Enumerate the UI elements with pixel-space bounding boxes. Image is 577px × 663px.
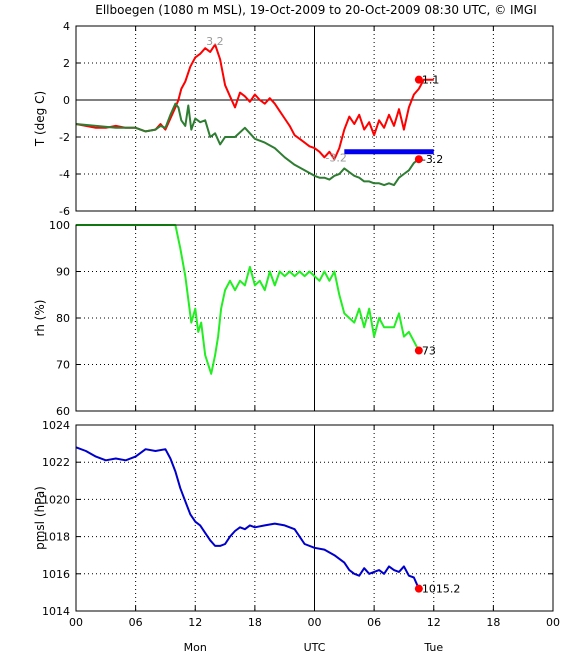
last-value-marker (414, 584, 423, 593)
x-tick-label: 12 (188, 616, 202, 629)
y-tick-label: -4 (59, 168, 70, 181)
extreme-label: -3.2 (325, 151, 346, 164)
y-tick-label: 1016 (42, 568, 70, 581)
y-tick-label: 1024 (42, 419, 70, 432)
plot-frame (75, 424, 554, 612)
y-tick-label: -6 (59, 205, 70, 218)
panel-0: -6 -4 -2 0 2 4 3.2 -3.2 1.1 -3.2 T (deg C) (33, 20, 554, 218)
series-line-pmsl (75, 446, 420, 590)
y-tick-label: 60 (56, 405, 70, 418)
y-tick-label: 0 (63, 94, 70, 107)
y-tick-label: 1022 (42, 456, 70, 469)
panel-1: 60 70 80 90 100 73 rh (%) (33, 219, 554, 418)
extreme-label: 3.2 (206, 35, 224, 48)
chart-title: Ellboegen (1080 m MSL), 19-Oct-2009 to 2… (95, 3, 536, 17)
y-tick-label: -2 (59, 131, 70, 144)
series-line-T (75, 43, 434, 161)
series-line-Td (75, 102, 420, 187)
x-tick-label: 06 (129, 616, 143, 629)
x-tick-label: 12 (427, 616, 441, 629)
last-value-label: 1015.2 (422, 583, 461, 596)
day-label: Mon (184, 641, 207, 654)
panel-2: 1014 1016 1018 1020 1022 1024 1015.2 pmsl (hPa) (33, 419, 554, 618)
y-axis-label: rh (%) (33, 300, 47, 337)
x-tick-label: 00 (546, 616, 560, 629)
last-value-marker (414, 155, 423, 164)
last-value-marker (414, 75, 423, 84)
x-tick-label: 00 (69, 616, 83, 629)
y-tick-label: 80 (56, 312, 70, 325)
plot-frame (75, 25, 554, 212)
x-tick-label: 00 (308, 616, 322, 629)
last-value-label: 1.1 (422, 74, 440, 87)
last-value-marker (414, 346, 423, 355)
series-line-rh (76, 224, 420, 375)
last-value-label: -3.2 (422, 153, 443, 166)
y-tick-label: 4 (63, 20, 70, 33)
y-tick-label: 2 (63, 57, 70, 70)
y-tick-label: 1018 (42, 531, 70, 544)
x-tick-label: 18 (486, 616, 500, 629)
y-axis-label: pmsl (hPa) (33, 486, 47, 550)
y-tick-label: 70 (56, 359, 70, 372)
x-tick-label: 18 (248, 616, 262, 629)
y-tick-label: 90 (56, 266, 70, 279)
y-tick-label: 100 (49, 219, 70, 232)
day-label: UTC (304, 641, 326, 654)
y-tick-label: 1014 (42, 605, 70, 618)
y-axis-label: T (deg C) (33, 91, 47, 147)
y-tick-label: 1020 (42, 493, 70, 506)
day-label: Tue (423, 641, 443, 654)
last-value-label: 73 (422, 345, 436, 358)
plot-frame (75, 224, 554, 412)
x-tick-label: 06 (367, 616, 381, 629)
